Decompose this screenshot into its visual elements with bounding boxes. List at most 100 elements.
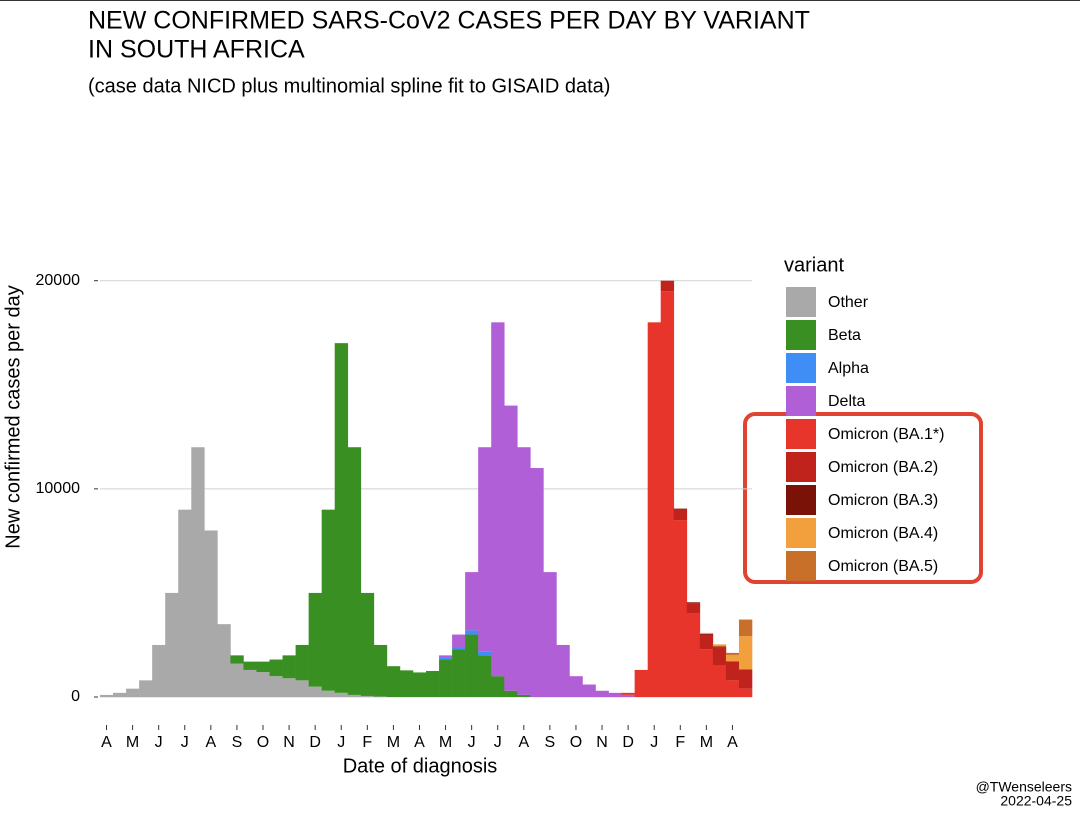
caption: 2022-04-25 xyxy=(1000,793,1072,809)
bar-segment xyxy=(517,694,531,697)
legend-label: Omicron (BA.2) xyxy=(828,459,938,476)
bar-segment xyxy=(699,634,714,650)
x-tick-label: J xyxy=(155,734,163,751)
bar-segment xyxy=(673,509,688,521)
bar-segment xyxy=(699,649,714,697)
legend-swatch xyxy=(786,287,816,317)
bar-segment xyxy=(569,676,583,697)
legend-label: Omicron (BA.1*) xyxy=(828,426,944,443)
bar-segment xyxy=(621,692,635,695)
legend-label: Beta xyxy=(828,327,861,344)
bar-segment xyxy=(595,690,609,697)
bar-segment xyxy=(725,652,740,655)
x-tick-label: D xyxy=(309,734,321,751)
bar-segment xyxy=(478,447,492,652)
bar-segment xyxy=(269,676,283,697)
caption: @TWenseleers xyxy=(976,779,1072,795)
x-tick-label: J xyxy=(468,734,476,751)
x-tick-label: M xyxy=(387,734,400,751)
chart-title: NEW CONFIRMED SARS-CoV2 CASES PER DAY BY… xyxy=(88,7,810,35)
legend-swatch xyxy=(786,353,816,383)
bar-segment xyxy=(504,405,518,691)
bar-segment xyxy=(504,690,518,697)
bar-segment xyxy=(230,663,244,697)
bar-segment xyxy=(412,672,427,697)
bar-segment xyxy=(452,649,466,697)
x-tick-label: N xyxy=(283,734,295,751)
bar-segment xyxy=(295,680,309,697)
x-tick-label: M xyxy=(126,734,139,751)
bar-segment xyxy=(126,688,140,697)
legend-swatch xyxy=(786,386,816,416)
bar-segment xyxy=(582,684,596,697)
legend-swatch xyxy=(786,419,816,449)
legend-swatch xyxy=(786,551,816,581)
bar-segment xyxy=(465,572,479,631)
bar-segment xyxy=(217,624,231,697)
bar-segment xyxy=(556,644,570,697)
legend-swatch xyxy=(786,452,816,482)
bar-segment xyxy=(243,661,257,670)
bar-segment xyxy=(282,655,296,679)
bar-segment xyxy=(621,694,635,697)
x-tick-label: F xyxy=(675,734,685,751)
bar-segment xyxy=(373,644,388,697)
x-tick-label: J xyxy=(181,734,189,751)
bar-segment xyxy=(191,447,205,697)
bar-segment xyxy=(439,655,453,658)
bar-segment xyxy=(738,619,753,637)
x-tick-label: J xyxy=(337,734,345,751)
y-tick-label: 20000 xyxy=(36,272,81,289)
legend-label: Other xyxy=(828,294,869,311)
bar-segment xyxy=(478,651,492,656)
x-axis-label: Date of diagnosis xyxy=(343,755,498,777)
x-tick-label: A xyxy=(727,734,738,751)
bar-segment xyxy=(738,688,753,697)
bar-segment xyxy=(543,572,557,697)
bar-segment xyxy=(452,647,466,650)
bar-segment xyxy=(243,669,257,697)
bar-segment xyxy=(321,690,336,697)
x-tick-label: D xyxy=(622,734,634,751)
bar-segment xyxy=(712,647,727,666)
bar-segment xyxy=(139,680,153,697)
bar-segment xyxy=(295,644,309,681)
x-tick-label: O xyxy=(570,734,582,751)
bar-segment xyxy=(725,680,740,697)
bar-segment xyxy=(712,665,727,697)
bar-segment xyxy=(660,291,675,697)
bar-segment xyxy=(399,670,414,697)
bar-segment xyxy=(530,468,544,697)
bar-segment xyxy=(269,659,283,677)
bar-segment xyxy=(308,592,322,687)
bar-segment xyxy=(360,592,375,696)
legend-swatch xyxy=(786,518,816,548)
bar-segment xyxy=(686,602,701,604)
bar-segment xyxy=(686,603,701,614)
bar-segment xyxy=(452,634,466,648)
x-tick-label: J xyxy=(650,734,658,751)
highlight-box xyxy=(743,412,983,584)
legend-label: Alpha xyxy=(828,360,869,377)
legend-title: variant xyxy=(784,254,844,276)
legend-label: Omicron (BA.3) xyxy=(828,492,938,509)
bar-segment xyxy=(100,694,114,697)
bar-segment xyxy=(738,636,753,670)
bar-segment xyxy=(282,678,296,697)
legend-label: Delta xyxy=(828,393,865,410)
bar-segment xyxy=(347,694,362,697)
bar-segment xyxy=(204,530,218,697)
bar-segment xyxy=(308,686,322,697)
x-tick-label: S xyxy=(232,734,243,751)
x-tick-label: A xyxy=(206,734,217,751)
bar-segment xyxy=(608,692,622,697)
bar-segment xyxy=(725,661,740,681)
bar-segment xyxy=(673,520,688,697)
legend-swatch xyxy=(786,320,816,350)
x-tick-label: M xyxy=(439,734,452,751)
bar-segment xyxy=(712,646,727,648)
bar-segment xyxy=(738,669,753,689)
x-tick-label: A xyxy=(101,734,112,751)
x-tick-label: M xyxy=(700,734,713,751)
bar-segment xyxy=(334,692,349,697)
